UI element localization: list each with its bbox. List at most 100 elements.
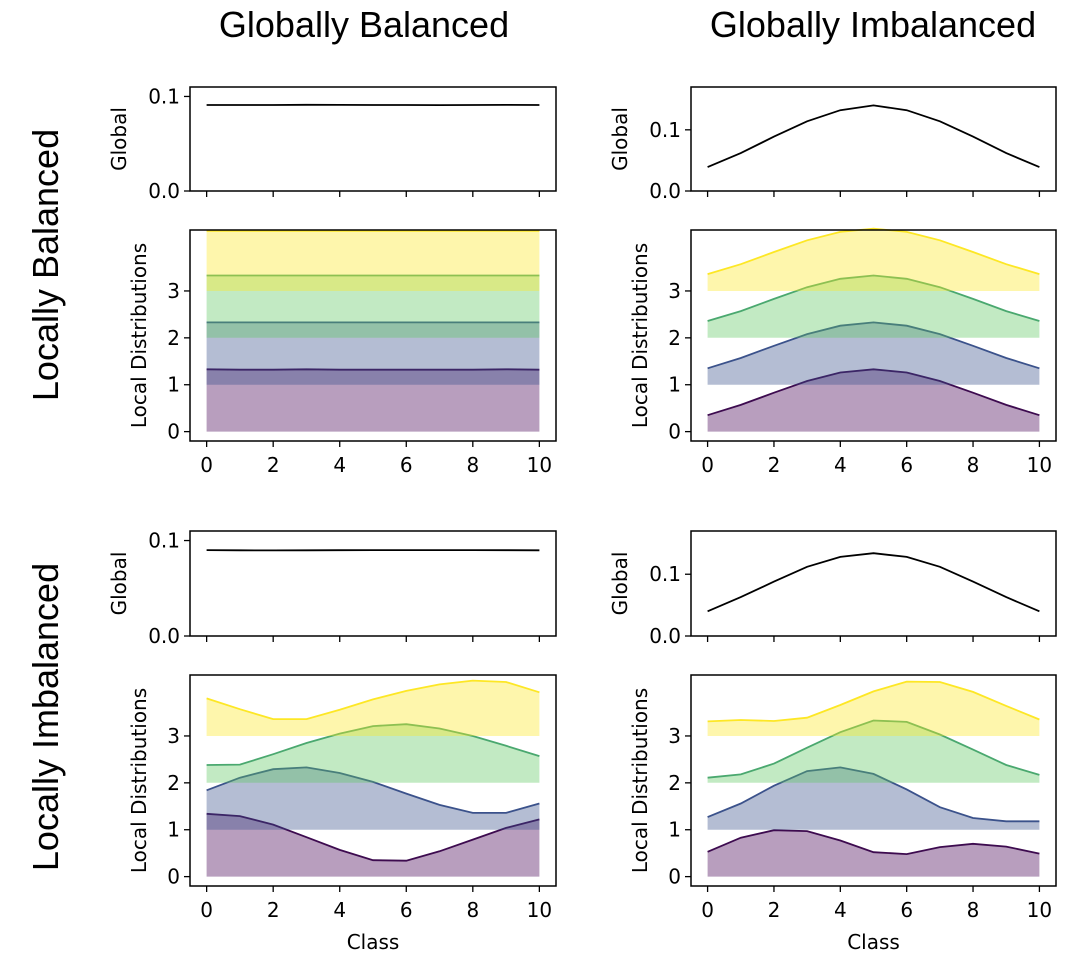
panel-li-gb: 0.0 0.1 Global 0 1 2 3 0 2 4 6 8 10 Local Distributio… [107, 529, 557, 954]
client-1-area [206, 767, 540, 830]
local-x-tick-label: 0 [200, 898, 213, 922]
local-y-tick-label: 2 [668, 326, 681, 350]
local-y-axis-label: Local Distributions [127, 688, 151, 873]
global-y-tick-label: 0.0 [649, 624, 681, 648]
client-3-line [707, 680, 1040, 723]
client-2-line [206, 723, 540, 766]
client-2-area [707, 275, 1040, 338]
client-2-area [206, 275, 540, 338]
local-x-tick-label: 10 [1027, 898, 1052, 922]
global-distribution-line [707, 552, 1040, 613]
client-1-area [707, 767, 1040, 830]
local-y-tick-label: 3 [668, 724, 681, 748]
local-y-tick-label: 1 [167, 373, 180, 397]
local-x-tick-label: 8 [967, 453, 980, 477]
local-x-tick-label: 0 [701, 453, 714, 477]
local-x-tick-label: 2 [768, 453, 781, 477]
local-y-tick-label: 2 [167, 771, 180, 795]
panel-lb-gi: 0.0 0.1 Global 0 1 2 3 0 2 4 6 8 10 Local Distributio… [608, 86, 1057, 477]
global-axes-li-gb: 0.0 0.1 Global [107, 529, 557, 648]
client-1-line [206, 766, 540, 814]
local-y-tick-label: 1 [668, 818, 681, 842]
client-0-area [206, 369, 540, 432]
local-y-tick-label: 3 [167, 724, 180, 748]
local-y-axis-label: Local Distributions [628, 688, 652, 873]
global-y-tick-label: 0.1 [649, 562, 681, 586]
global-axes-frame [690, 530, 1057, 637]
client-3-line [707, 227, 1040, 275]
local-y-tick-label: 0 [167, 420, 180, 444]
client-0-area [206, 813, 540, 877]
client-1-area [707, 322, 1040, 385]
local-x-tick-label: 6 [400, 453, 413, 477]
local-axes-frame [189, 674, 557, 887]
local-x-tick-label: 6 [900, 898, 913, 922]
column-title-globally-balanced: Globally Balanced [219, 4, 509, 45]
global-y-tick-label: 0.0 [649, 179, 681, 203]
global-y-axis-label: Global [107, 107, 131, 171]
panel-li-gi: 0.0 0.1 Global 0 1 2 3 0 2 4 6 8 10 Local Distributio… [608, 530, 1057, 954]
client-3-area [707, 228, 1040, 291]
column-title-globally-imbalanced: Globally Imbalanced [710, 4, 1036, 45]
client-0-area [707, 369, 1040, 432]
global-y-axis-label: Global [608, 552, 632, 616]
global-y-tick-label: 0.1 [649, 118, 681, 142]
local-y-tick-label: 2 [167, 326, 180, 350]
row-title-locally-balanced: Locally Balanced [25, 129, 66, 401]
local-x-axis-label: Class [847, 930, 900, 954]
local-x-tick-label: 6 [400, 898, 413, 922]
global-y-axis-label: Global [107, 552, 131, 616]
local-x-tick-label: 10 [527, 898, 552, 922]
panel-lb-gb: 0.0 0.1 Global 0 1 2 3 0 2 4 6 8 10 Local Distributio… [107, 84, 557, 477]
local-y-tick-label: 3 [668, 279, 681, 303]
global-axes-lb-gi: 0.0 0.1 Global [608, 86, 1057, 203]
row-title-locally-imbalanced: Locally Imbalanced [25, 563, 66, 871]
local-x-tick-label: 2 [267, 898, 280, 922]
local-y-tick-label: 2 [668, 771, 681, 795]
global-y-axis-label: Global [608, 107, 632, 171]
local-axes-li-gi: 0 1 2 3 0 2 4 6 8 10 Local Distributions Class [628, 674, 1057, 954]
local-x-tick-label: 8 [466, 453, 479, 477]
global-axes-frame [690, 86, 1057, 192]
client-0-line [707, 368, 1040, 417]
global-y-tick-label: 0.0 [148, 624, 180, 648]
local-y-tick-label: 0 [167, 865, 180, 889]
local-y-tick-label: 0 [668, 420, 681, 444]
client-3-line [206, 679, 540, 720]
local-x-tick-label: 10 [527, 453, 552, 477]
local-x-tick-label: 4 [834, 453, 847, 477]
local-x-tick-label: 2 [768, 898, 781, 922]
local-x-tick-label: 4 [333, 453, 346, 477]
client-3-area [206, 230, 540, 291]
global-y-tick-label: 0.0 [148, 179, 180, 203]
client-0-area [707, 830, 1040, 877]
client-2-area [707, 720, 1040, 783]
client-1-line [707, 766, 1040, 823]
local-x-tick-label: 0 [701, 898, 714, 922]
global-distribution-line [707, 104, 1040, 168]
local-x-axis-label: Class [347, 930, 400, 954]
local-axes-li-gb: 0 1 2 3 0 2 4 6 8 10 Local Distributions Class [127, 674, 557, 954]
local-x-tick-label: 4 [834, 898, 847, 922]
local-axes-frame [690, 229, 1057, 442]
client-0-line [206, 812, 540, 862]
local-x-tick-label: 2 [267, 453, 280, 477]
local-x-tick-label: 8 [466, 898, 479, 922]
global-axes-frame [189, 530, 557, 637]
local-y-axis-label: Local Distributions [628, 243, 652, 428]
local-y-axis-label: Local Distributions [127, 243, 151, 428]
local-axes-lb-gi: 0 1 2 3 0 2 4 6 8 10 Local Distributions [628, 227, 1057, 477]
client-1-area [206, 322, 540, 385]
local-y-tick-label: 0 [668, 865, 681, 889]
global-axes-lb-gb: 0.0 0.1 Global [107, 84, 557, 203]
client-1-line [707, 321, 1040, 370]
local-y-tick-label: 3 [167, 279, 180, 303]
client-2-line [707, 719, 1040, 779]
client-3-area [206, 680, 540, 736]
local-axes-frame [690, 674, 1057, 887]
global-axes-frame [189, 86, 557, 192]
local-x-tick-label: 8 [967, 898, 980, 922]
local-axes-lb-gb: 0 1 2 3 0 2 4 6 8 10 Local Distributions [127, 229, 557, 477]
